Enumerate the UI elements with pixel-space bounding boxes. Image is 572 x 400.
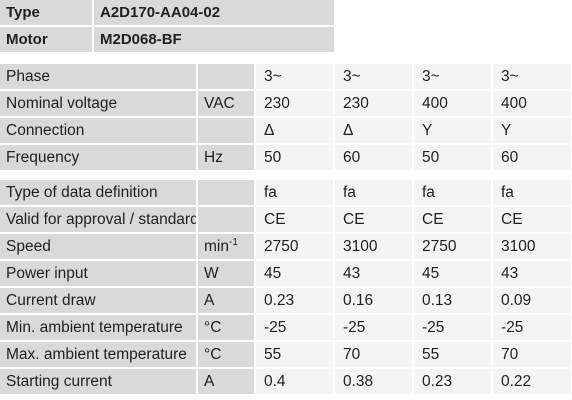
spec-row-current-draw: Current draw A 0.23 0.16 0.13 0.09	[0, 288, 572, 315]
electrical-spec-table: Phase 3~ 3~ 3~ 3~ Nominal voltage VAC 230 230 400…	[0, 64, 572, 172]
spec-value: 2750	[256, 234, 335, 261]
spec-value: -25	[493, 315, 572, 342]
spec-row-speed: Speed min-1 2750 3100 2750 3100	[0, 234, 572, 261]
spec-value: 60	[493, 145, 572, 172]
spec-unit: A	[198, 369, 256, 396]
type-row: Type A2D170-AA04-02	[0, 0, 336, 27]
spec-value: Y	[414, 118, 493, 145]
spec-value: 45	[256, 261, 335, 288]
spec-value: 2750	[414, 234, 493, 261]
spec-label: Type of data definition	[0, 180, 198, 207]
spec-value: Y	[493, 118, 572, 145]
spec-value: 0.23	[414, 369, 493, 396]
spec-unit: °C	[198, 315, 256, 342]
spec-value: 3~	[256, 64, 335, 91]
spec-row-starting-current: Starting current A 0.4 0.38 0.23 0.22	[0, 369, 572, 396]
spec-value: 3~	[335, 64, 414, 91]
spec-value: 43	[335, 261, 414, 288]
spec-value: -25	[414, 315, 493, 342]
spec-label: Max. ambient temperature	[0, 342, 198, 369]
spec-value: CE	[335, 207, 414, 234]
spec-value: 230	[256, 91, 335, 118]
motor-row: Motor M2D068-BF	[0, 27, 336, 54]
spec-value: 0.38	[335, 369, 414, 396]
spec-value: 70	[335, 342, 414, 369]
spec-value: 0.23	[256, 288, 335, 315]
spec-label: Current draw	[0, 288, 198, 315]
spec-value: 0.22	[493, 369, 572, 396]
spec-unit-exponent: -1	[228, 236, 238, 248]
spec-value: 70	[493, 342, 572, 369]
spec-value: 55	[256, 342, 335, 369]
spec-row-connection: Connection Δ Δ Y Y	[0, 118, 572, 145]
spec-label: Starting current	[0, 369, 198, 396]
spec-value: 0.13	[414, 288, 493, 315]
spec-value: 45	[414, 261, 493, 288]
type-value: A2D170-AA04-02	[94, 0, 336, 27]
spec-value: 50	[256, 145, 335, 172]
spec-row-frequency: Frequency Hz 50 60 50 60	[0, 145, 572, 172]
type-label: Type	[0, 0, 94, 27]
spec-unit-base: min	[204, 237, 229, 255]
spec-label: Frequency	[0, 145, 198, 172]
spec-unit: VAC	[198, 91, 256, 118]
spec-value: 3100	[493, 234, 572, 261]
spec-unit: A	[198, 288, 256, 315]
spec-value: 230	[335, 91, 414, 118]
spec-value: 0.4	[256, 369, 335, 396]
spec-label: Valid for approval / standard	[0, 207, 198, 234]
spec-value: 55	[414, 342, 493, 369]
spec-unit	[198, 207, 256, 234]
spec-label: Speed	[0, 234, 198, 261]
spec-unit: Hz	[198, 145, 256, 172]
spec-unit: °C	[198, 342, 256, 369]
spec-row-min-ambient-temperature: Min. ambient temperature °C -25 -25 -25 -25	[0, 315, 572, 342]
spec-row-max-ambient-temperature: Max. ambient temperature °C 55 70 55 70	[0, 342, 572, 369]
spec-row-phase: Phase 3~ 3~ 3~ 3~	[0, 64, 572, 91]
spec-row-valid-for-approval-standard: Valid for approval / standard CE CE CE CE	[0, 207, 572, 234]
motor-value: M2D068-BF	[94, 27, 336, 54]
spec-unit	[198, 180, 256, 207]
spec-row-type-of-data-definition: Type of data definition fa fa fa fa	[0, 180, 572, 207]
spec-value: CE	[414, 207, 493, 234]
spec-row-nominal-voltage: Nominal voltage VAC 230 230 400 400	[0, 91, 572, 118]
spec-unit	[198, 118, 256, 145]
spec-value: 400	[493, 91, 572, 118]
spec-value: fa	[414, 180, 493, 207]
spec-value: 60	[335, 145, 414, 172]
spec-value: -25	[335, 315, 414, 342]
spec-value: CE	[493, 207, 572, 234]
spec-value: CE	[256, 207, 335, 234]
spec-label: Connection	[0, 118, 198, 145]
spec-value: -25	[256, 315, 335, 342]
spec-value: Δ	[335, 118, 414, 145]
spec-value: fa	[256, 180, 335, 207]
motor-label: Motor	[0, 27, 94, 54]
spec-value: 50	[414, 145, 493, 172]
spec-value: 3~	[414, 64, 493, 91]
performance-spec-table: Type of data definition fa fa fa fa Valid for…	[0, 180, 572, 396]
spec-label: Nominal voltage	[0, 91, 198, 118]
spec-value: fa	[335, 180, 414, 207]
spec-unit: W	[198, 261, 256, 288]
spec-unit	[198, 64, 256, 91]
spec-unit: min-1	[198, 234, 256, 261]
spec-label: Min. ambient temperature	[0, 315, 198, 342]
spec-value: Δ	[256, 118, 335, 145]
spec-row-power-input: Power input W 45 43 45 43	[0, 261, 572, 288]
spec-value: 3~	[493, 64, 572, 91]
spec-value: 0.09	[493, 288, 572, 315]
spec-value: 0.16	[335, 288, 414, 315]
type-motor-header-table: Type A2D170-AA04-02 Motor M2D068-BF	[0, 0, 336, 54]
spec-label: Phase	[0, 64, 198, 91]
spec-value: 400	[414, 91, 493, 118]
spec-value: 3100	[335, 234, 414, 261]
spec-value: 43	[493, 261, 572, 288]
spec-value: fa	[493, 180, 572, 207]
spec-label: Power input	[0, 261, 198, 288]
